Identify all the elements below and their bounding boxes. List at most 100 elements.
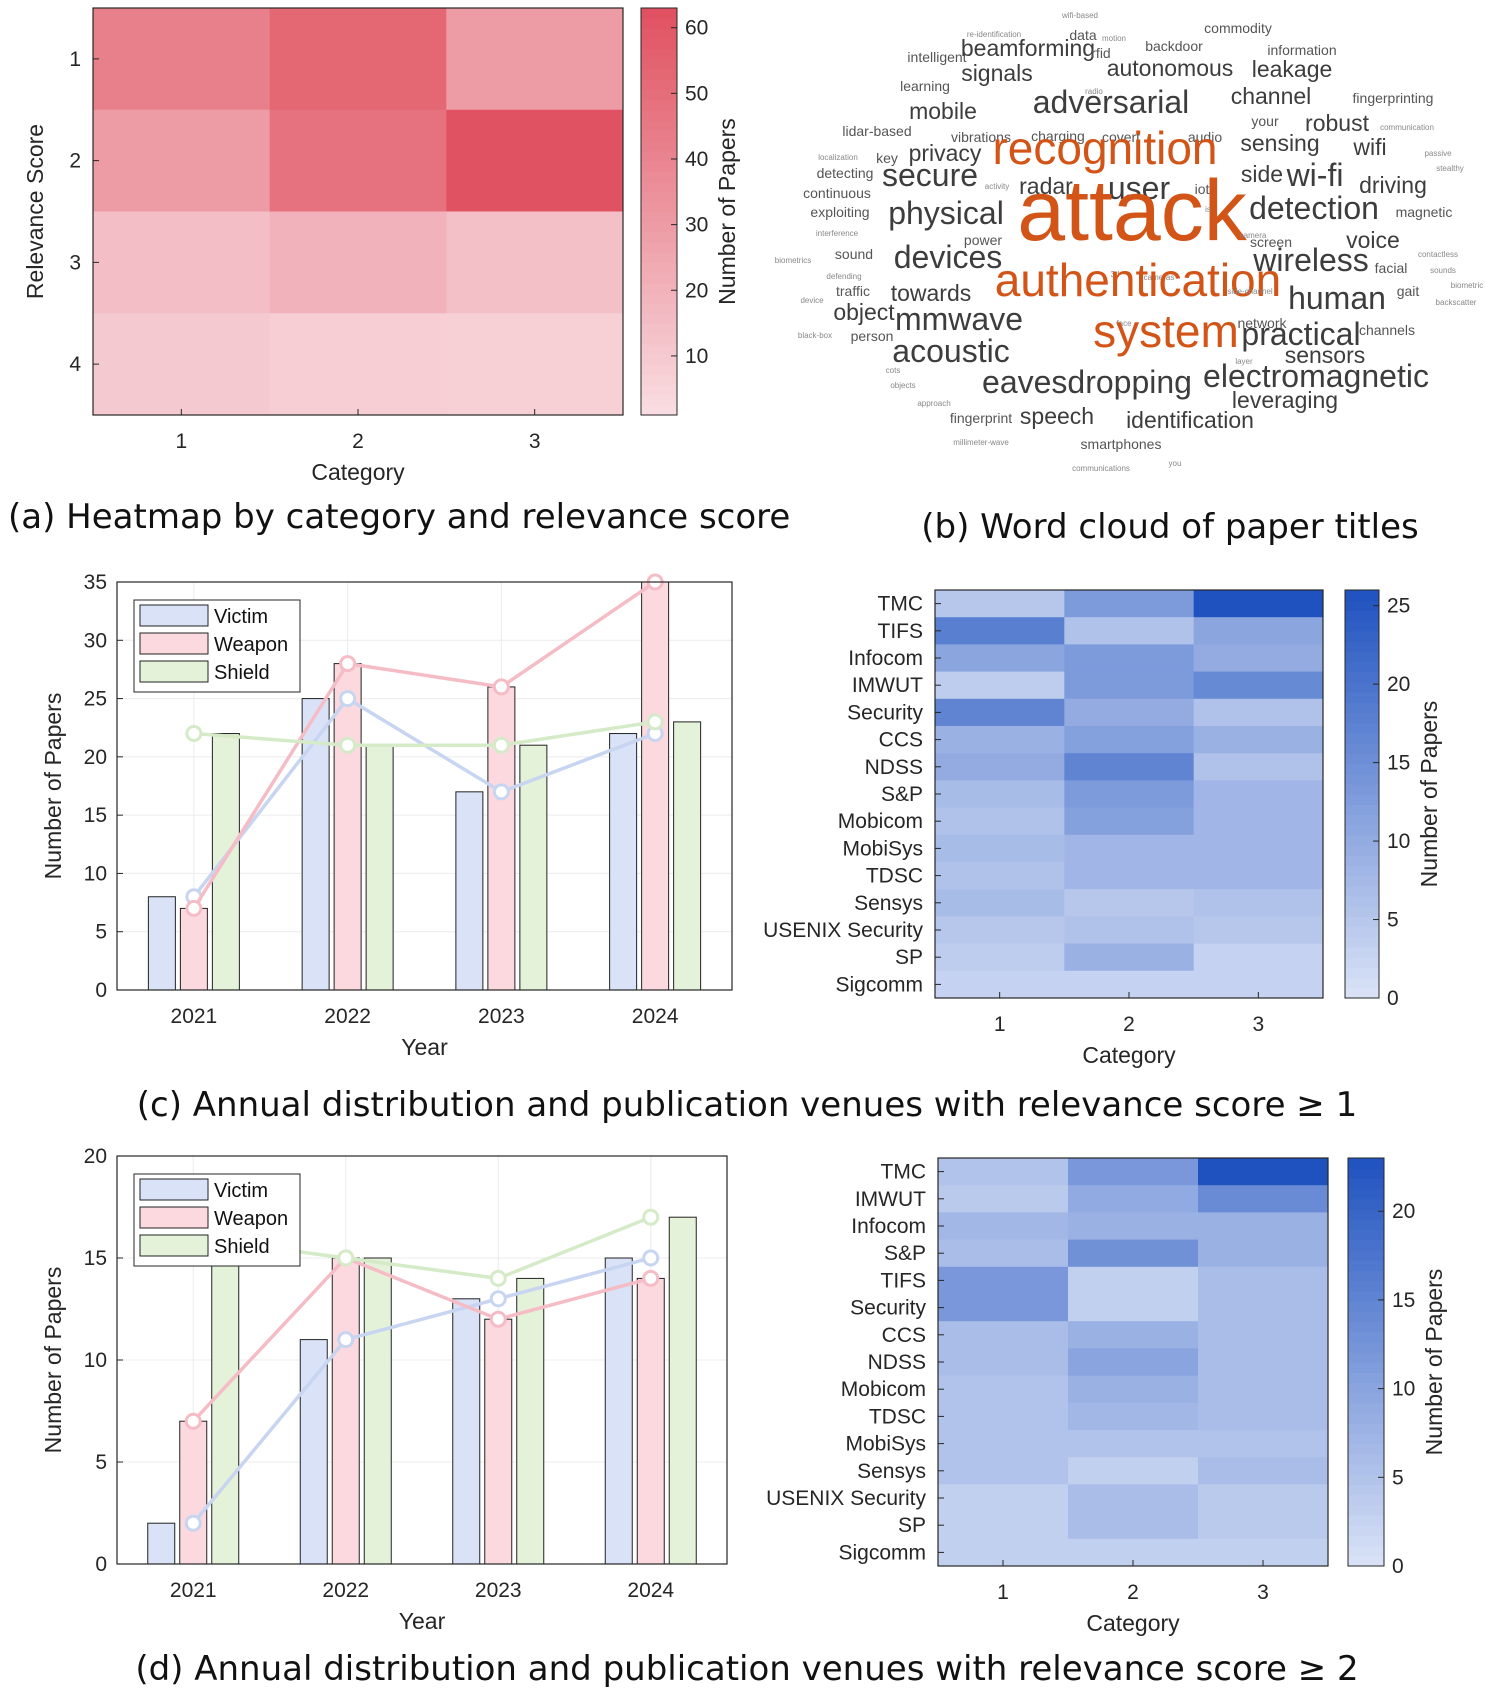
chart-c-ytick-label: 10 bbox=[84, 862, 107, 885]
heatmap-d-ytick-label: S&P bbox=[884, 1242, 926, 1265]
heatmap-d-cell-mobisys-1 bbox=[938, 1430, 1069, 1458]
heatmap-d-colorbar-segment bbox=[1348, 1382, 1384, 1394]
heatmap-a-colorbar-segment bbox=[641, 384, 677, 396]
chart-d-ylabel: Number of Papers bbox=[40, 1267, 66, 1454]
heatmap-c-colorbar-segment bbox=[1345, 804, 1379, 815]
heatmap-d-colorbar-segment bbox=[1348, 1270, 1384, 1281]
heatmap-c-cell-ccs-1 bbox=[935, 726, 1065, 754]
heatmap-c-cell-tifs-3 bbox=[1193, 617, 1324, 645]
word-rfid: rfid bbox=[1091, 45, 1110, 61]
heatmap-a-cell-2-1 bbox=[93, 109, 271, 212]
heatmap-a-colorbar-segment bbox=[641, 140, 677, 152]
heatmap-d-colorbar-segment bbox=[1348, 1239, 1384, 1251]
heatmap-d-ytick-label: MobiSys bbox=[845, 1433, 926, 1456]
heatmap-d-colorbar-tick-label: 5 bbox=[1392, 1466, 1404, 1489]
word-communication: communication bbox=[1380, 123, 1434, 132]
chart-d-axes-box bbox=[116, 1155, 728, 1565]
chart-c-marker-weapon-2023 bbox=[492, 678, 510, 696]
heatmap-c-colorbar-segment bbox=[1345, 681, 1379, 693]
chart-d-marker-victim-2023 bbox=[489, 1290, 507, 1308]
word-biometric: biometric bbox=[1451, 281, 1483, 290]
heatmap-d-colorbar-segment bbox=[1348, 1545, 1384, 1557]
heatmap-d-ytick-label: Sigcomm bbox=[838, 1541, 926, 1564]
chart-c-ylabel: Number of Papers bbox=[40, 693, 66, 880]
heatmap-a-colorbar-segment bbox=[641, 201, 677, 213]
heatmap-c-colorbar-tick-label: 25 bbox=[1387, 595, 1410, 618]
word-magnetic: magnetic bbox=[1396, 204, 1453, 220]
heatmap-a-colorbar-segment bbox=[641, 252, 677, 263]
word-intelligent: intelligent bbox=[907, 49, 966, 65]
chart-c-xtick-label: 2023 bbox=[478, 1005, 525, 1028]
heatmap-c-cell-sp-3 bbox=[1193, 780, 1324, 809]
heatmap-a-colorbar-segment bbox=[641, 28, 677, 40]
word-physical: physical bbox=[888, 195, 1004, 231]
chart-c-xtick-label: 2024 bbox=[632, 1005, 679, 1028]
word-fingerprint: fingerprint bbox=[950, 410, 1012, 426]
heatmap-d-cell-mobicom-1 bbox=[938, 1375, 1069, 1404]
heatmap-d-colorbar-segment bbox=[1348, 1525, 1384, 1536]
heatmap-d-xtick-label: 1 bbox=[997, 1581, 1009, 1604]
heatmap-d-colorbar-tick-label: 20 bbox=[1392, 1200, 1415, 1223]
word-communications: communications bbox=[1072, 464, 1130, 473]
chart-c-ytick-label: 20 bbox=[84, 746, 107, 769]
heatmap-d-cell-ccs-1 bbox=[938, 1321, 1069, 1349]
heatmap-d-cell-sp-1 bbox=[938, 1511, 1069, 1540]
heatmap-a-colorbar-segment bbox=[641, 323, 677, 335]
heatmap-a-cell-4-2 bbox=[269, 313, 447, 416]
word-radio: radio bbox=[1085, 87, 1103, 96]
heatmap-d-ytick-label: TIFS bbox=[881, 1269, 927, 1292]
chart-d-xlabel: Year bbox=[399, 1608, 446, 1634]
heatmap-a-colorbar-segment bbox=[641, 404, 677, 416]
heatmap-a-colorbar-segment bbox=[641, 221, 677, 233]
heatmap-a-xtick-label: 2 bbox=[352, 430, 364, 453]
heatmap-d-cell-sp-3 bbox=[1198, 1239, 1329, 1268]
heatmap-d-cell-tdsc-3 bbox=[1198, 1402, 1329, 1431]
chart-d-marker-victim-2022 bbox=[337, 1331, 355, 1349]
chart-c-legend-label-victim: Victim bbox=[214, 606, 268, 628]
chart-c-marker-weapon-2022 bbox=[339, 655, 357, 673]
heatmap-c-xtick-label: 2 bbox=[1123, 1013, 1135, 1036]
heatmap-c-colorbar-frame bbox=[1344, 589, 1380, 999]
word-cots: cots bbox=[886, 366, 901, 375]
heatmap-c-colorbar-segment bbox=[1345, 987, 1379, 999]
heatmap-a-colorbar-segment bbox=[641, 262, 677, 274]
heatmap-d-ytick-label: Infocom bbox=[851, 1215, 926, 1238]
caption-a: (a) Heatmap by category and relevance sc… bbox=[8, 497, 790, 537]
heatmap-c-colorbar-segment bbox=[1345, 783, 1379, 795]
heatmap-a-colorbar-segment bbox=[641, 119, 677, 131]
panel-a-heatmap: 1 2 3 4 1 2 3 Category Relevance Score 10 20 30 40 50… bbox=[22, 7, 740, 485]
chart-c-line-shield bbox=[193, 720, 656, 747]
word-wireless: wireless bbox=[1252, 242, 1369, 278]
heatmap-c-colorbar-segment bbox=[1345, 896, 1379, 907]
heatmap-d-cell-ndss-1 bbox=[938, 1348, 1069, 1377]
chart-c-xlabel: Year bbox=[401, 1034, 448, 1060]
word-speech: speech bbox=[1020, 403, 1094, 429]
heatmap-a-ytick-label: 4 bbox=[69, 353, 81, 376]
heatmap-a-colorbar-segment bbox=[641, 170, 677, 182]
heatmap-d-cell-tdsc-2 bbox=[1068, 1402, 1199, 1431]
heatmap-a-cell-4-1 bbox=[93, 313, 271, 416]
word-sound: sound bbox=[835, 246, 873, 262]
heatmap-d-colorbar-segment bbox=[1348, 1372, 1384, 1383]
heatmap-c-colorbar-segment bbox=[1345, 967, 1379, 979]
word-leveraging: leveraging bbox=[1232, 387, 1338, 413]
heatmap-c-cell-ndss-2 bbox=[1064, 753, 1195, 781]
word-approach: approach bbox=[917, 399, 950, 408]
heatmap-a-colorbar-segment bbox=[641, 109, 677, 121]
chart-d-bar-weapon-2024 bbox=[636, 1277, 665, 1565]
heatmap-d-cell-security-3 bbox=[1198, 1294, 1329, 1322]
word-information: information bbox=[1267, 42, 1336, 58]
word-voice: voice bbox=[1346, 227, 1400, 253]
heatmap-d-xtick-label: 3 bbox=[1257, 1581, 1269, 1604]
chart-c-ytick-label: 25 bbox=[84, 688, 107, 711]
heatmap-a-xtick-label: 1 bbox=[175, 430, 187, 453]
heatmap-d-cell-security-1 bbox=[938, 1294, 1069, 1322]
heatmap-c-colorbar-segment bbox=[1345, 845, 1379, 856]
heatmap-d-cell-infocom-1 bbox=[938, 1212, 1069, 1241]
chart-d-ytick-label: 20 bbox=[84, 1145, 107, 1168]
word-re-identification: re-identification bbox=[967, 30, 1021, 39]
chart-c-marker-victim-2022 bbox=[339, 690, 357, 708]
word-electromagnetic: electromagnetic bbox=[1203, 358, 1429, 394]
heatmap-d-cell-sp-2 bbox=[1068, 1511, 1199, 1540]
word-practical: practical bbox=[1241, 316, 1360, 352]
